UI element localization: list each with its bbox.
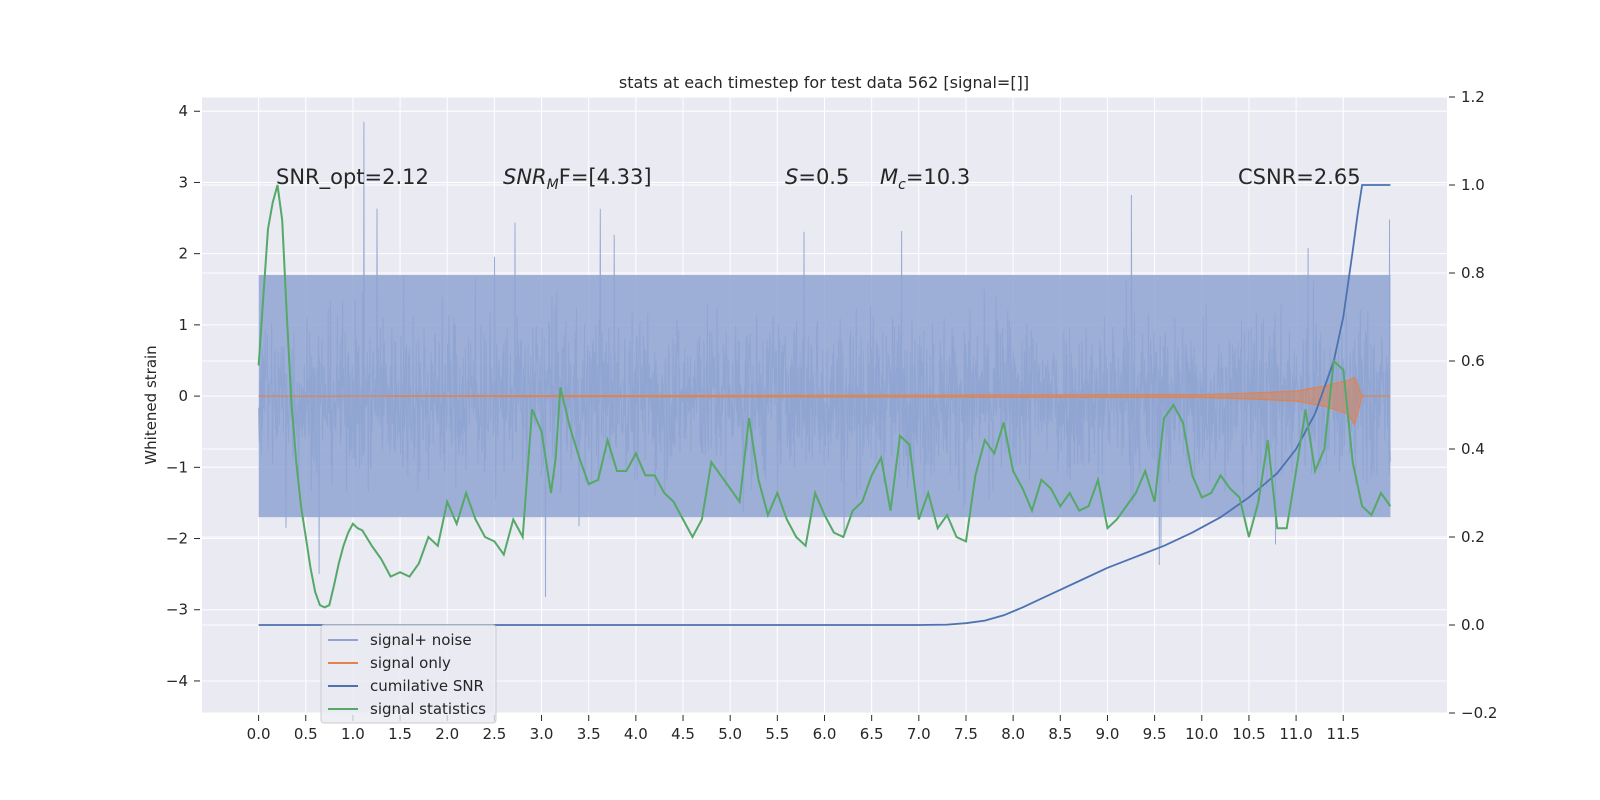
x-tick-label: 1.5	[388, 725, 412, 743]
x-tick-label: 2.0	[435, 725, 459, 743]
x-tick-label: 10.5	[1232, 725, 1265, 743]
y-tick-label: 4	[178, 102, 188, 120]
x-tick-label: 3.5	[577, 725, 601, 743]
x-tick-label: 3.0	[530, 725, 554, 743]
annotation-s-rest: =0.5	[798, 165, 849, 189]
chart-title: stats at each timestep for test data 562…	[619, 73, 1029, 92]
x-tick-label: 2.5	[482, 725, 506, 743]
annotation-snr-opt: SNR_opt=2.12	[276, 165, 429, 190]
series-layer	[257, 184, 1392, 626]
y-tick-label: 1	[178, 316, 188, 334]
x-tick-label: 7.5	[954, 725, 978, 743]
x-tick-label: 0.5	[294, 725, 318, 743]
x-tick-label: 11.5	[1327, 725, 1360, 743]
x-tick-label: 11.0	[1279, 725, 1312, 743]
legend-box	[320, 624, 497, 724]
x-tick-label: 6.0	[813, 725, 837, 743]
annotation-mc: Mc=10.3	[880, 165, 970, 193]
annotation-s: S=0.5	[785, 165, 849, 189]
x-tick-label: 9.0	[1096, 725, 1120, 743]
annotation-snr-mf-rest: F=[4.33]	[559, 165, 652, 189]
x-tick-label: 9.5	[1143, 725, 1167, 743]
annotation-mc-rest: =10.3	[906, 165, 970, 189]
x-axis: 0.0 0.5 1.0 1.5 2.0 2.5 3.0 3.5 4.0 4.5 5.0 5.5 6.0 6…	[247, 715, 1360, 743]
y2-tick-label: 1.2	[1461, 88, 1485, 106]
annotation-mc-base: M	[880, 165, 898, 189]
y2-tick-label: 0.4	[1461, 440, 1485, 458]
legend-label-stats: signal statistics	[370, 700, 486, 718]
x-tick-label: 7.0	[907, 725, 931, 743]
y2-tick-label: 1.0	[1461, 176, 1485, 194]
y2-tick-label: 0.8	[1461, 264, 1485, 282]
right-axis: 1.2 1.0 0.8 0.6 0.4 0.2 0.0 −0.2	[1449, 88, 1497, 722]
y-tick-label: −2	[166, 530, 188, 548]
annotation-s-italic: S	[785, 165, 798, 189]
x-tick-label: 0.0	[247, 725, 271, 743]
annotation-mc-sub: c	[898, 177, 906, 193]
y-tick-label: −3	[166, 601, 188, 619]
y2-tick-label: −0.2	[1461, 704, 1497, 722]
annotation-csnr: CSNR=2.65	[1238, 165, 1361, 189]
legend-label-signal: signal only	[370, 654, 451, 672]
annotation-snr-mf: SNRMF=[4.33]	[503, 165, 652, 193]
x-tick-label: 4.5	[671, 725, 695, 743]
x-tick-label: 8.0	[1001, 725, 1025, 743]
legend-label-csnr: cumilative SNR	[370, 677, 484, 695]
x-tick-label: 4.0	[624, 725, 648, 743]
annotation-snr-mf-sub: M	[547, 177, 559, 193]
x-tick-label: 1.0	[341, 725, 365, 743]
y-tick-label: 3	[178, 173, 188, 191]
x-tick-label: 5.5	[765, 725, 789, 743]
y-tick-label: −1	[166, 458, 188, 476]
legend-label-noise: signal+ noise	[370, 631, 472, 649]
y-tick-label: −4	[166, 672, 188, 690]
x-tick-label: 5.0	[718, 725, 742, 743]
x-tick-label: 6.5	[860, 725, 884, 743]
annotation-snr-mf-base: SNR	[503, 165, 547, 189]
y-tick-label: 0	[178, 387, 188, 405]
y-tick-label: 2	[178, 245, 188, 263]
y2-tick-label: 0.6	[1461, 352, 1485, 370]
y2-tick-label: 0.2	[1461, 528, 1485, 546]
y2-tick-label: 0.0	[1461, 616, 1485, 634]
signal-statistics-line	[257, 184, 1392, 609]
x-tick-label: 8.5	[1048, 725, 1072, 743]
x-tick-label: 10.0	[1185, 725, 1218, 743]
signal-only-band	[258, 376, 1391, 427]
left-axis: 4 3 2 1 0 −1 −2 −3 −4	[166, 102, 200, 690]
y-axis-label: Whitened strain	[142, 345, 160, 464]
legend: signal+ noise signal only cumilative SNR…	[320, 624, 497, 724]
cumulative-snr-line	[258, 184, 1391, 626]
